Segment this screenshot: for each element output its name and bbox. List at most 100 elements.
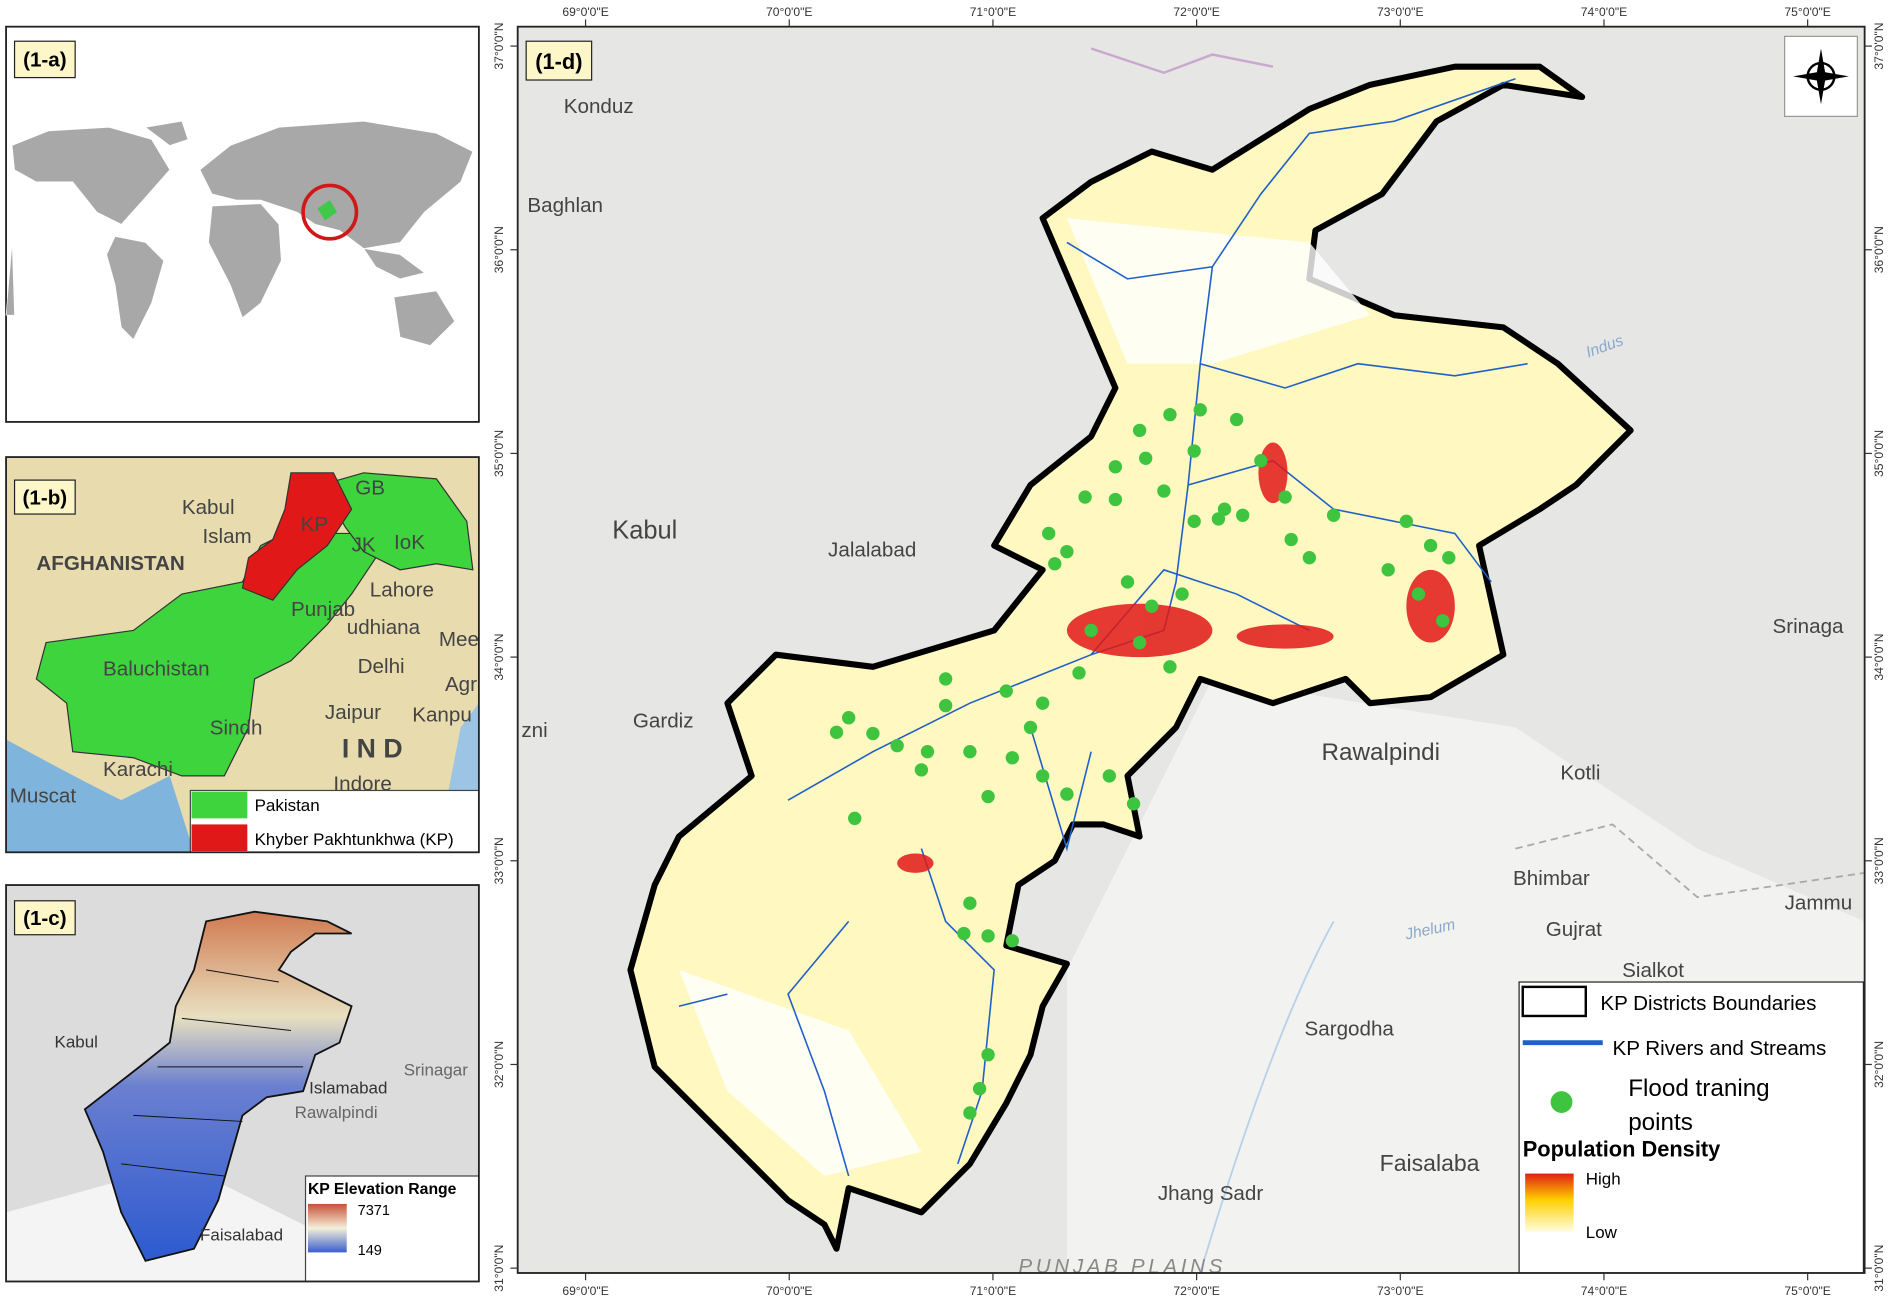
place-label: Sialkot [1622, 959, 1684, 982]
panel-frame [5, 884, 480, 1283]
flood-point [963, 896, 977, 910]
place-label: Kanpu [412, 703, 472, 726]
legend-label: 149 [358, 1243, 382, 1259]
legend-label: KP Rivers and Streams [1612, 1037, 1826, 1060]
lat-tick-label: 32°0'0"N [1872, 1041, 1886, 1088]
flood-point [1084, 623, 1098, 638]
flood-point [981, 789, 995, 804]
flood-point [1193, 403, 1207, 417]
panel-c: Kabul Islamabad Rawalpindi Srinagar Fais… [6, 885, 479, 1282]
place-label: GB [355, 477, 385, 500]
flood-point [938, 698, 953, 713]
panel-label: (1-b) [23, 486, 68, 509]
place-label: PUNJAB PLAINS [1018, 1255, 1226, 1278]
place-label: Kabul [182, 496, 235, 519]
place-label: Kabul [55, 1032, 98, 1051]
lat-tick-label: 32°0'0"N [492, 1041, 506, 1088]
lon-tick-label: 75°0'0"E [1784, 5, 1830, 19]
flood-point [829, 725, 844, 739]
flood-point [981, 929, 995, 943]
flood-point [1108, 460, 1123, 474]
place-label: Bhimbar [1513, 867, 1590, 890]
place-label: Indore [333, 772, 391, 795]
lat-tick-label: 31°0'0"N [492, 1245, 506, 1292]
panel-frame [516, 25, 1866, 1274]
lon-tick-label: 69°0'0"E [562, 5, 608, 19]
flood-point [1229, 412, 1244, 427]
flood-point [963, 1106, 977, 1120]
flood-point [848, 811, 862, 826]
place-label: JK [352, 534, 376, 557]
place-label: AFGHANISTAN [36, 552, 184, 575]
north-arrow [1784, 35, 1858, 117]
legend-title: KP Elevation Range [308, 1181, 457, 1198]
place-label: Sargodha [1305, 1017, 1395, 1040]
place-label: Islam [202, 525, 251, 548]
flood-point [957, 926, 971, 941]
place-label: Jalalabad [828, 538, 916, 561]
flood-point [1187, 444, 1201, 458]
flood-point [1132, 423, 1147, 438]
flood-point [972, 1082, 987, 1096]
flood-point [1381, 563, 1395, 577]
flood-point [1163, 660, 1177, 674]
lon-tick-label: 74°0'0"E [1581, 5, 1627, 19]
lon-tick-label: 73°0'0"E [1377, 5, 1423, 19]
panel-label: (1-a) [23, 49, 67, 72]
lon-tick-label: 72°0'0"E [1173, 1284, 1219, 1298]
flood-point [1126, 797, 1141, 811]
lon-tick-label: 69°0'0"E [562, 1284, 608, 1298]
lat-tick-label: 36°0'0"N [1872, 226, 1886, 273]
place-label: Gardiz [633, 709, 694, 732]
flood-point [963, 745, 977, 759]
place-label: Islamabad [309, 1079, 387, 1098]
place-label: Punjab [291, 598, 355, 621]
flood-point [1145, 599, 1159, 613]
lon-tick-label: 72°0'0"E [1173, 5, 1219, 19]
lon-tick-label: 70°0'0"E [766, 5, 812, 19]
flood-point [1436, 614, 1450, 628]
flood-point [841, 711, 856, 725]
place-label: Muscat [10, 785, 77, 808]
place-label: Faisalaba [1380, 1150, 1480, 1176]
panel-label: (1-d) [535, 49, 582, 74]
place-label: KP [301, 513, 329, 536]
flood-point [1211, 512, 1226, 526]
panel-a: (1-a) [5, 25, 480, 423]
flood-point [999, 684, 1013, 698]
lat-tick-label: 36°0'0"N [492, 226, 506, 273]
lat-tick-label: 33°0'0"N [1872, 837, 1886, 884]
flood-point [1060, 544, 1074, 559]
flood-point [1048, 557, 1062, 571]
lat-tick-label: 35°0'0"N [492, 430, 506, 477]
place-label: Lahore [370, 578, 434, 601]
flood-point [1078, 490, 1092, 504]
place-label: zni [521, 719, 547, 742]
panel-d: Konduz Baghlan Kabul Jalalabad Gardiz zn… [517, 26, 1865, 1278]
flood-point [1411, 587, 1426, 601]
place-label: Kabul [612, 516, 677, 544]
panel-frame [5, 456, 480, 854]
place-label: Faisalabad [200, 1225, 283, 1244]
flood-point [1442, 551, 1456, 565]
flood-point [1005, 934, 1019, 948]
flood-point [1326, 508, 1341, 522]
legend-label: High [1586, 1169, 1621, 1188]
flood-point [981, 1048, 995, 1062]
flood-point [1035, 769, 1050, 783]
flood-point [890, 738, 904, 753]
legend-label: 7371 [358, 1203, 390, 1219]
flood-point [1120, 575, 1135, 589]
place-label: Agr [445, 673, 477, 696]
lon-tick-label: 71°0'0"E [970, 5, 1016, 19]
flood-point [1108, 492, 1123, 507]
place-label: Gujrat [1546, 918, 1602, 941]
lat-tick-label: 34°0'0"N [492, 634, 506, 681]
lat-tick-label: 37°0'0"N [492, 23, 506, 70]
flood-point [1217, 502, 1232, 516]
lon-tick-label: 75°0'0"E [1784, 1284, 1830, 1298]
panel-label: (1-c) [23, 907, 67, 930]
flood-point [938, 672, 953, 686]
legend-label: Flood traning [1628, 1075, 1769, 1102]
